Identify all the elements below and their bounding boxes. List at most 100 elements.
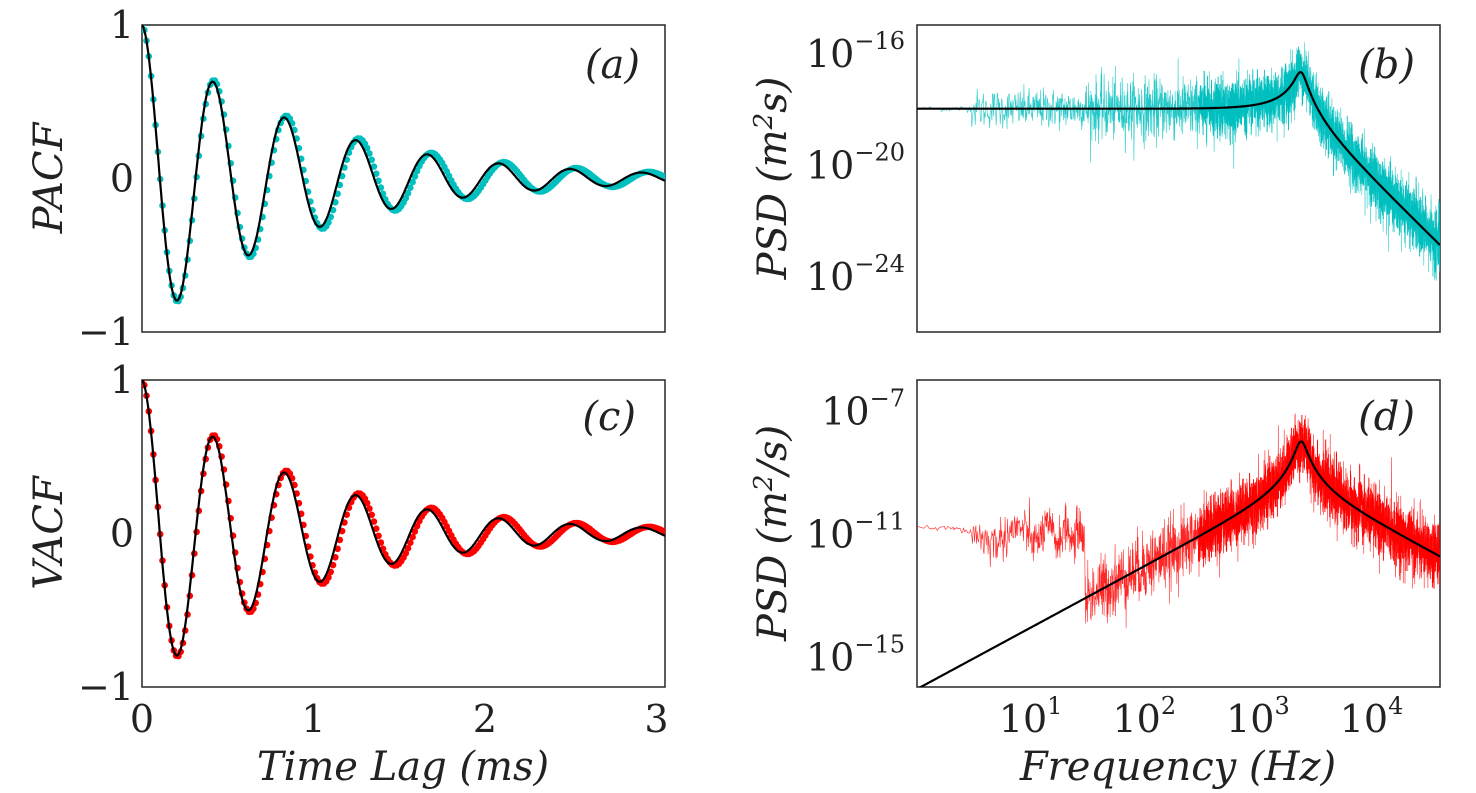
- xtick-exp: 4: [1388, 692, 1403, 720]
- data-marker: [325, 574, 332, 581]
- xtick-label: 104: [1340, 692, 1404, 741]
- panel-d-ylabel-tail: /s): [750, 425, 796, 479]
- ytick-base: 10: [806, 513, 854, 557]
- ytick-base: 10: [821, 390, 869, 434]
- panel-c-label: (c): [582, 394, 636, 440]
- panel-d-label: (d): [1358, 394, 1415, 440]
- data-marker: [366, 505, 373, 512]
- ytick-exp: −24: [854, 250, 905, 278]
- xtick-label: 2: [473, 697, 497, 741]
- data-marker: [377, 539, 385, 546]
- ytick-label: 0: [110, 157, 134, 201]
- xtick-label: 3: [644, 697, 668, 741]
- panel-c-ticks: 10−10 1 2 3: [78, 358, 669, 741]
- data-marker: [407, 184, 414, 191]
- panel-b-ylabel-main: PSD: [750, 193, 796, 280]
- data-marker: [325, 219, 332, 226]
- panel-d-frame: [916, 379, 1441, 688]
- data-marker: [404, 189, 412, 197]
- data-marker: [370, 518, 378, 525]
- panel-d-ylabel-sup: 2: [749, 475, 779, 493]
- ytick-base: 10: [806, 635, 854, 679]
- data-dense-line: [1198, 46, 1440, 279]
- panel-d-plot-area: [917, 413, 1440, 687]
- fit-line: [918, 440, 1440, 687]
- data-marker: [409, 178, 416, 186]
- xtick-label: 103: [1226, 692, 1290, 741]
- xtick-label: 102: [1112, 692, 1176, 741]
- fit-line: [917, 70, 1440, 246]
- ytick-label: 1: [110, 358, 134, 402]
- panel-d-ylabel-main: PSD: [750, 555, 796, 642]
- panel-c-xlabel: Time Lag (ms): [257, 744, 549, 790]
- xtick-exp: 1: [1047, 692, 1062, 720]
- data-marker: [368, 156, 376, 164]
- data-marker: [404, 544, 412, 552]
- data-marker: [372, 525, 380, 532]
- panel-a-label: (a): [585, 42, 640, 88]
- panel-b-ylabel-unit: (m: [750, 129, 796, 183]
- data-noise-line: [917, 413, 1440, 628]
- xtick-label: 1: [301, 697, 325, 741]
- ytick-exp: −7: [870, 385, 905, 413]
- panel-a-ylabel: PACF: [26, 122, 72, 235]
- panel-b-ylabel: PSD (m2s): [749, 77, 796, 281]
- fit-line: [142, 380, 665, 657]
- ytick-label: −1: [78, 310, 134, 354]
- data-marker: [377, 184, 385, 191]
- data-marker: [402, 549, 410, 557]
- data-marker: [411, 528, 419, 535]
- xtick-base: 10: [1340, 697, 1388, 741]
- ytick-base: 10: [806, 255, 854, 299]
- xtick-exp: 2: [1161, 692, 1176, 720]
- fit-line: [142, 25, 665, 302]
- ytick-exp: −16: [854, 27, 905, 55]
- panel-a-ticks: 1 0 −1: [78, 3, 134, 354]
- data-marker: [370, 163, 378, 170]
- data-marker: [409, 533, 416, 541]
- panel-c-vacf: 10−10 1 2 3 (c) VACF Time Lag (ms): [26, 358, 669, 790]
- panel-a-plot-area: [142, 25, 665, 305]
- panel-b-frame: [916, 24, 1441, 333]
- xtick-base: 10: [1226, 697, 1274, 741]
- panel-c-ylabel: VACF: [26, 475, 72, 590]
- ytick-label: 10−16: [806, 27, 905, 76]
- xtick-base: 10: [1112, 697, 1160, 741]
- ytick-label: 10−11: [806, 508, 905, 557]
- panel-d-ylabel-unit: (m: [750, 491, 796, 545]
- data-marker: [375, 532, 382, 540]
- panel-d-xlabel: Frequency (Hz): [1019, 744, 1336, 790]
- data-marker: [368, 511, 376, 519]
- ytick-exp: −20: [854, 139, 905, 167]
- panel-b-plot-area: [917, 42, 1440, 281]
- ytick-base: 10: [806, 32, 854, 76]
- xtick-label: 0: [130, 697, 154, 741]
- data-marker: [366, 150, 373, 157]
- xtick-label: 101: [999, 692, 1063, 741]
- panel-b-label: (b): [1358, 42, 1415, 88]
- ytick-label: 0: [110, 512, 134, 556]
- ytick-label: 10−20: [806, 139, 905, 188]
- data-marker: [402, 194, 410, 202]
- ytick-label: −1: [78, 665, 134, 709]
- ytick-label: 10−24: [806, 250, 905, 299]
- data-marker: [413, 167, 421, 175]
- panel-b-ylabel-sup: 2: [749, 113, 779, 131]
- ytick-base: 10: [806, 144, 854, 188]
- data-marker: [413, 522, 421, 530]
- ytick-label: 10−15: [806, 630, 905, 679]
- panel-c-plot-area: [142, 380, 665, 660]
- xtick-base: 10: [999, 697, 1047, 741]
- data-marker: [411, 173, 419, 180]
- xtick-exp: 3: [1274, 692, 1289, 720]
- ytick-exp: −15: [854, 630, 905, 658]
- data-marker: [363, 499, 371, 507]
- data-marker: [375, 177, 382, 185]
- ytick-exp: −11: [854, 508, 905, 536]
- data-dense-line: [1198, 414, 1440, 588]
